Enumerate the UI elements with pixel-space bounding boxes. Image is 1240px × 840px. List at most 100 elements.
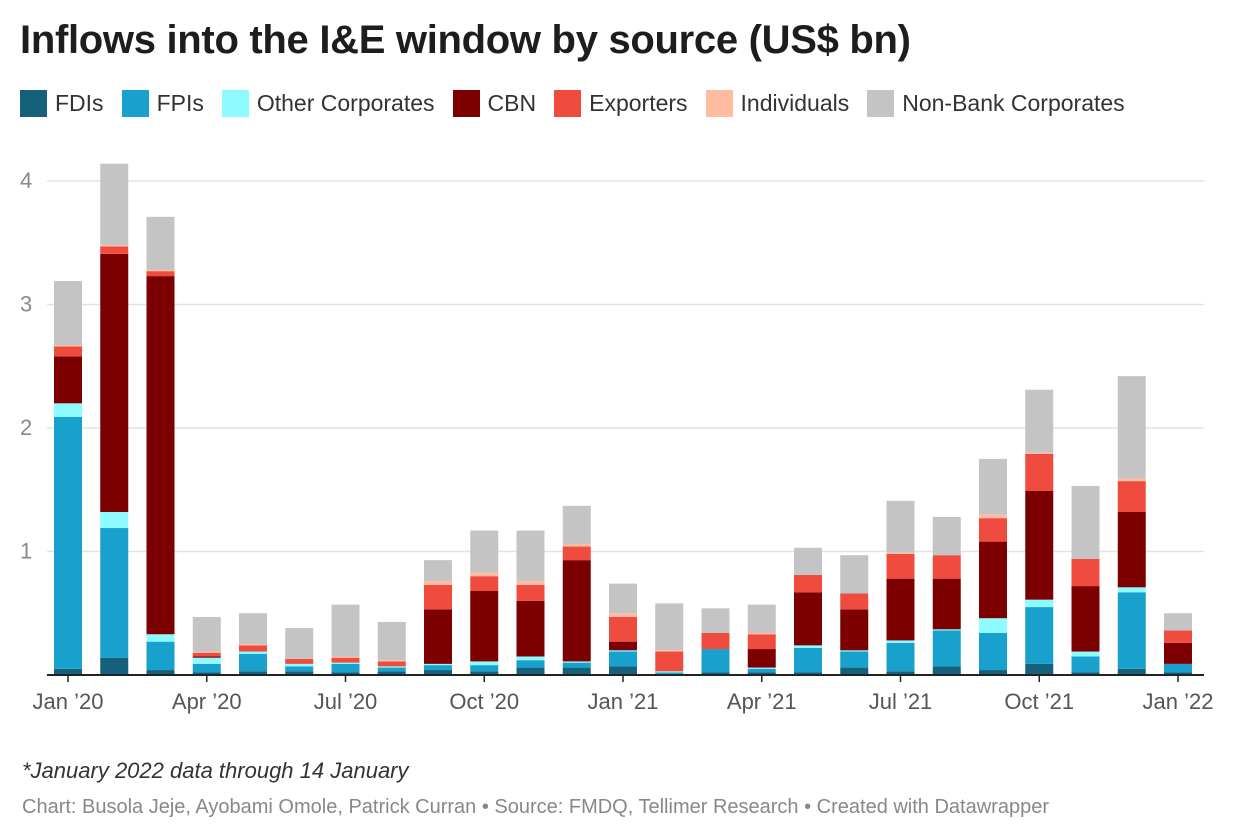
bar-segment (655, 603, 684, 651)
legend-item-exporters: Exporters (554, 90, 688, 117)
legend-swatch-fdis (20, 90, 47, 117)
legend-item-other-corporates: Other Corporates (221, 90, 435, 117)
bar-segment (239, 671, 267, 675)
bar-segment (54, 356, 82, 404)
bar-segment (146, 670, 175, 675)
bar-segment (100, 253, 129, 512)
bar-segment (1025, 453, 1054, 491)
bar-segment (100, 163, 129, 246)
bar-segment (1071, 558, 1100, 587)
legend-label-individuals: Individuals (740, 90, 850, 116)
bar-segment (932, 630, 961, 667)
bar-segment (54, 668, 82, 675)
bar-segment (54, 346, 82, 357)
legend-item-individuals: Individuals (705, 90, 850, 117)
bar-segment (516, 584, 545, 601)
y-tick-label-1: 1 (20, 539, 32, 564)
bar-segment (54, 345, 82, 347)
bar-segment (609, 650, 637, 652)
y-tick-label-3: 3 (20, 292, 32, 317)
bar-segment (100, 657, 129, 675)
bar-segment (146, 634, 175, 642)
bar-segment (1117, 481, 1146, 512)
bar-segment (1025, 599, 1054, 608)
bar-segment (470, 591, 499, 662)
bar-segment (1117, 592, 1146, 669)
bar-segment (979, 518, 1007, 542)
bar-segment (1164, 672, 1192, 675)
x-tick-label: Oct ’20 (449, 689, 519, 714)
legend-swatch-exporters (554, 90, 582, 117)
chart-title: Inflows into the I&E window by source (U… (20, 18, 911, 62)
bar-segment (331, 657, 360, 663)
x-tick-label: Apr ’21 (727, 689, 797, 714)
legend-swatch-individuals (705, 90, 733, 117)
bar-segment (146, 216, 175, 270)
bar-segment (1117, 587, 1146, 593)
bar-segment (377, 666, 406, 668)
legend-item-non-bank-corporates: Non-Bank Corporates (867, 90, 1125, 117)
bar-segment (562, 661, 591, 663)
bar-segment (1025, 490, 1054, 600)
bar-segment (747, 672, 776, 675)
legend-item-cbn: CBN (452, 90, 537, 117)
bar-segment (562, 546, 591, 561)
bar-segment (747, 649, 776, 668)
bar-segment (146, 276, 175, 635)
bar-segment (239, 613, 267, 645)
bar-segment (932, 578, 961, 630)
bar-segment (424, 560, 452, 582)
legend-label-fdis: FDIs (55, 90, 104, 116)
bar-segment (1117, 478, 1146, 482)
bar-segment (794, 547, 822, 575)
legend-swatch-cbn (452, 90, 480, 117)
bar-segment (54, 281, 82, 346)
bar-segment (331, 604, 360, 657)
y-tick-label-4: 4 (20, 168, 32, 193)
bar-segment (331, 672, 360, 675)
bar-segment (655, 650, 684, 652)
bar-segment (1164, 613, 1192, 631)
bars (54, 163, 1192, 675)
bar-segment (192, 652, 221, 657)
bar-segment (840, 609, 869, 651)
legend-swatch-other-corporates (221, 90, 249, 117)
bar-segment (424, 663, 452, 666)
bar-segment (1025, 452, 1054, 454)
x-tick-label: Apr ’20 (172, 689, 242, 714)
bar-segment (840, 667, 869, 675)
bar-segment (285, 671, 314, 675)
bar-segment (377, 661, 406, 667)
bar-segment (701, 649, 730, 673)
bar-segment (239, 645, 267, 652)
bar-segment (747, 634, 776, 650)
y-tick-label-2: 2 (20, 415, 32, 440)
bar-segment (562, 662, 591, 668)
legend-label-non-bank-corporates: Non-Bank Corporates (902, 90, 1125, 116)
x-tick-label: Jan ’22 (1143, 689, 1214, 714)
bar-segment (100, 245, 129, 247)
bar-segment (377, 671, 406, 675)
bar-segment (562, 505, 591, 545)
bar-segment (609, 666, 637, 675)
bar-segment (794, 647, 822, 673)
bar-segment (516, 530, 545, 582)
legend-label-cbn: CBN (487, 90, 537, 116)
bar-segment (192, 651, 221, 653)
legend-item-fpis: FPIs (121, 90, 204, 117)
bar-segment (932, 629, 961, 631)
x-tick-label: Jul ’21 (869, 689, 933, 714)
legend-item-fdis: FDIs (20, 90, 104, 117)
chart-legend: FDIs FPIs Other Corporates CBN Exporters… (20, 90, 1143, 117)
bar-segment (655, 671, 684, 673)
bar-segment (516, 667, 545, 675)
bar-segment (285, 628, 314, 659)
bar-segment (886, 642, 915, 672)
bar-segment (886, 640, 915, 643)
bar-segment (1117, 668, 1146, 675)
bar-segment (377, 621, 406, 661)
bar-segment (1025, 607, 1054, 664)
x-tick-label: Jul ’20 (314, 689, 378, 714)
bar-segment (424, 584, 452, 610)
bar-segment (747, 667, 776, 669)
